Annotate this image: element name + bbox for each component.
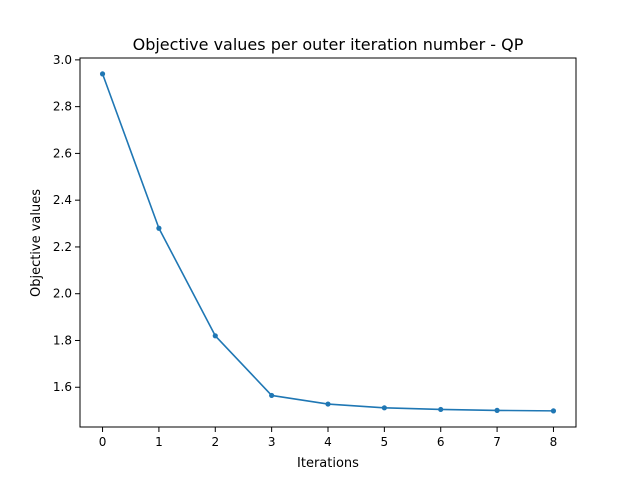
plot-frame bbox=[79, 57, 577, 428]
y-axis-label: Objective values bbox=[29, 189, 44, 297]
x-tick-label: 7 bbox=[493, 435, 501, 449]
y-tick-label: 2.0 bbox=[53, 287, 72, 301]
data-point bbox=[550, 408, 557, 414]
data-point bbox=[325, 401, 331, 407]
x-tick-label: 3 bbox=[268, 435, 276, 449]
data-point bbox=[438, 406, 444, 413]
x-tick-label: 1 bbox=[155, 435, 163, 449]
data-point bbox=[269, 392, 275, 399]
y-tick-label: 2.4 bbox=[53, 193, 72, 207]
x-tick-label: 2 bbox=[211, 435, 219, 449]
data-point bbox=[156, 225, 162, 231]
data-point bbox=[212, 333, 218, 339]
data-point bbox=[99, 71, 106, 77]
x-axis-label: Iterations bbox=[297, 456, 359, 471]
y-tick-label: 2.6 bbox=[53, 146, 72, 160]
x-tick-label: 6 bbox=[437, 435, 445, 449]
y-tick-label: 2.2 bbox=[53, 240, 72, 254]
series-line bbox=[101, 73, 554, 412]
chart-title: Objective values per outer iteration num… bbox=[133, 35, 524, 54]
y-tick-label: 2.8 bbox=[53, 100, 72, 114]
x-tick-label: 0 bbox=[99, 435, 107, 449]
x-tick-label: 5 bbox=[381, 435, 389, 449]
plot-series bbox=[99, 71, 557, 414]
data-point bbox=[494, 407, 500, 413]
y-tick-label: 1.6 bbox=[53, 380, 72, 394]
data-point bbox=[381, 405, 387, 411]
x-axis-ticks: 0 1 2 3 4 5 6 7 8 bbox=[99, 427, 558, 449]
x-tick-label: 8 bbox=[550, 435, 558, 449]
y-tick-label: 1.8 bbox=[53, 333, 72, 347]
x-tick-label: 4 bbox=[324, 435, 332, 449]
y-tick-label: 3.0 bbox=[53, 53, 72, 67]
y-axis-ticks: 1.6 1.8 2.0 2.2 2.4 2.6 2.8 3.0 bbox=[53, 53, 80, 394]
